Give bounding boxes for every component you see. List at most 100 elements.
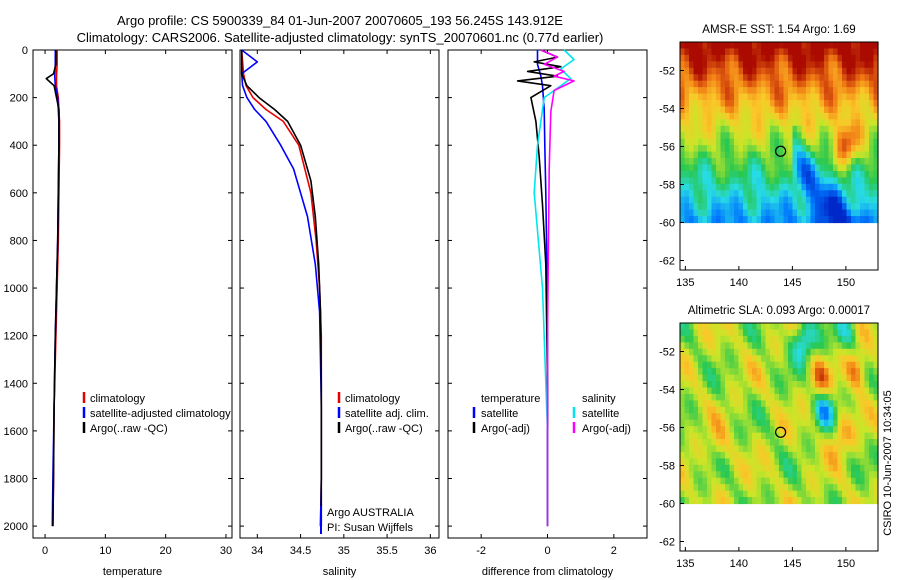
heatmap-cell (765, 158, 771, 166)
heatmap-cell (801, 393, 807, 401)
heatmap-cell (693, 484, 699, 492)
heatmap-cell (797, 80, 803, 88)
heatmap-cell (842, 196, 848, 204)
heatmap-cell (855, 490, 861, 498)
heatmap-cell (779, 368, 785, 376)
heatmap-cell (779, 209, 785, 217)
heatmap-cell (761, 477, 767, 485)
heatmap-cell (720, 164, 726, 172)
heatmap-cell (702, 348, 708, 356)
heatmap-cell (765, 374, 771, 382)
heatmap-cell (842, 381, 848, 389)
heatmap-cell (828, 93, 834, 101)
heatmap-cell (792, 497, 798, 505)
heatmap-cell (824, 93, 830, 101)
heatmap-cell (761, 158, 767, 166)
heatmap-cell (747, 112, 753, 120)
heatmap-cell (860, 67, 866, 75)
heatmap-cell (815, 432, 821, 440)
heatmap-cell (797, 419, 803, 427)
heatmap-cell (797, 335, 803, 343)
heatmap-cell (873, 419, 879, 427)
heatmap-cell (738, 477, 744, 485)
heatmap-cell (716, 67, 722, 75)
heatmap-cell (774, 393, 780, 401)
heatmap-cell (783, 196, 789, 204)
heatmap-cell (680, 426, 686, 434)
heatmap-cell (819, 74, 825, 82)
heatmap-cell (716, 374, 722, 382)
heatmap-cell (689, 413, 695, 421)
heatmap-cell (833, 342, 839, 350)
heatmap-cell (869, 477, 875, 485)
heatmap-cell (855, 464, 861, 472)
heatmap-cell (797, 464, 803, 472)
heatmap-cell (765, 342, 771, 350)
heatmap-cell (779, 484, 785, 492)
heatmap-cell (756, 177, 762, 185)
map-frame (679, 41, 879, 271)
heatmap-cell (855, 484, 861, 492)
heatmap-cell (815, 42, 821, 50)
y-tick-label: -56 (659, 423, 675, 435)
heatmap-cell (846, 400, 852, 408)
heatmap-cell (792, 368, 798, 376)
heatmap-cell (765, 151, 771, 159)
heatmap-cell (684, 216, 690, 224)
heatmap-cell (855, 419, 861, 427)
heatmap-cell (846, 125, 852, 133)
heatmap-cell (693, 216, 699, 224)
heatmap-cell (815, 393, 821, 401)
heatmap-cell (855, 477, 861, 485)
heatmap-cell (851, 87, 857, 95)
heatmap-cell (873, 183, 879, 191)
heatmap-cell (873, 368, 879, 376)
heatmap-cell (734, 74, 740, 82)
y-tick-label: -60 (659, 218, 675, 230)
heatmap-cell (698, 323, 704, 331)
heatmap-cell (752, 426, 758, 434)
heatmap-cell (702, 216, 708, 224)
heatmap-cell (738, 490, 744, 498)
heatmap-cell (869, 406, 875, 414)
heatmap-cell (765, 387, 771, 395)
heatmap-cell (846, 112, 852, 120)
heatmap-cell (828, 419, 834, 427)
heatmap-cell (810, 216, 816, 224)
heatmap-cell (747, 138, 753, 146)
heatmap-cell (833, 323, 839, 331)
heatmap-cell (819, 432, 825, 440)
heatmap-cell (806, 74, 812, 82)
heatmap-cell (698, 374, 704, 382)
heatmap-cell (815, 48, 821, 56)
heatmap-cell (693, 361, 699, 369)
heatmap-cell (743, 329, 749, 337)
salinity-legend: climatology satellite adj. clim. Argo(..… (320, 392, 429, 534)
heatmap-cell (716, 106, 722, 114)
heatmap-cell (833, 426, 839, 434)
heatmap-cell (855, 42, 861, 50)
heatmap-cell (851, 216, 857, 224)
heatmap-cell (806, 164, 812, 172)
heatmap-cell (707, 458, 713, 466)
heatmap-cell (846, 464, 852, 472)
heatmap-cell (851, 67, 857, 75)
heatmap-cell (725, 419, 731, 427)
heatmap-cell (797, 432, 803, 440)
heatmap-cell (711, 170, 717, 178)
heatmap-cell (761, 464, 767, 472)
heatmap-cell (815, 54, 821, 62)
heatmap-cell (846, 329, 852, 337)
heatmap-cell (698, 112, 704, 120)
heatmap-cell (864, 445, 870, 453)
heatmap-cell (765, 48, 771, 56)
heatmap-cell (819, 42, 825, 50)
heatmap-cell (716, 323, 722, 331)
heatmap-cell (806, 342, 812, 350)
heatmap-cell (851, 381, 857, 389)
heatmap-cell (734, 164, 740, 172)
heatmap-cell (869, 170, 875, 178)
heatmap-cell (698, 183, 704, 191)
heatmap-cell (797, 138, 803, 146)
heatmap-cell (779, 342, 785, 350)
